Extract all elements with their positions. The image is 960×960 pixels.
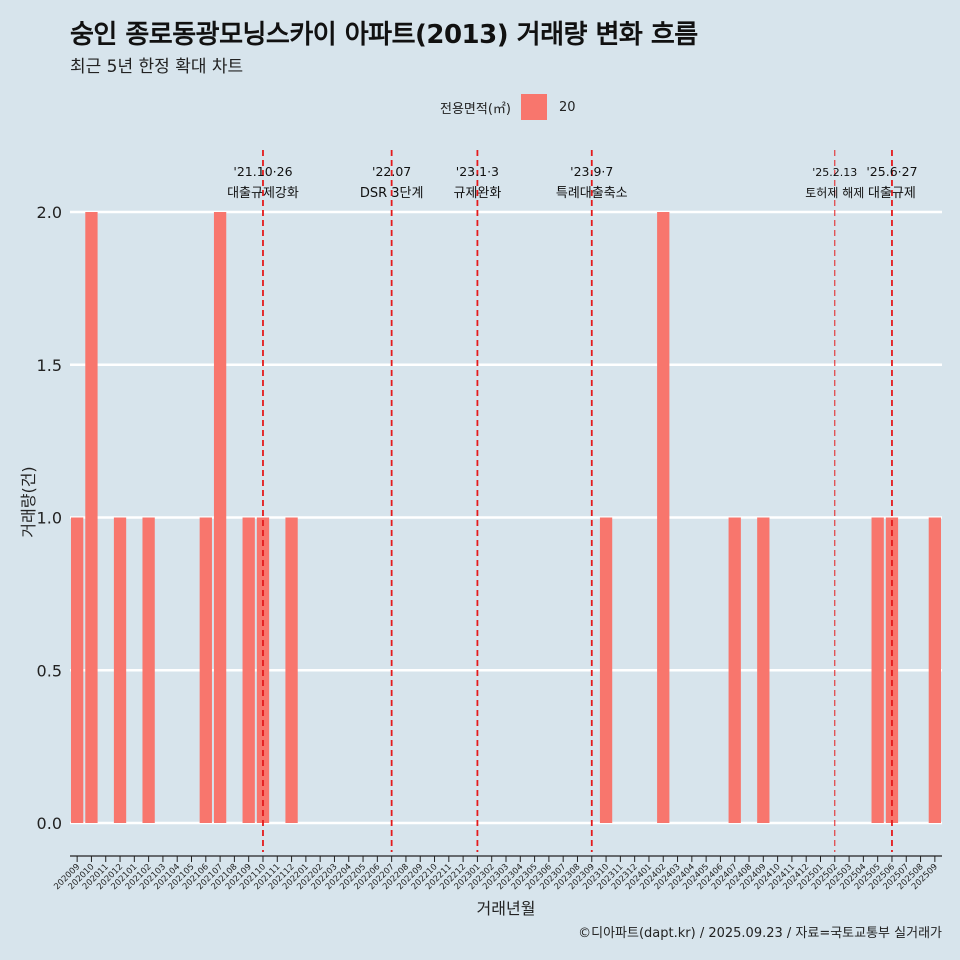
legend-label: 20 bbox=[558, 99, 576, 115]
event-date-label: '25.2.13 bbox=[812, 166, 857, 179]
bar bbox=[142, 517, 155, 823]
y-tick-label: 0.0 bbox=[37, 814, 62, 833]
bar bbox=[728, 517, 741, 823]
event-desc-label: DSR 3단계 bbox=[360, 186, 424, 201]
y-axis: 0.0 0.5 1.0 1.5 2.0 bbox=[37, 203, 62, 833]
y-axis-label: 거래량(건) bbox=[19, 466, 38, 537]
bar bbox=[871, 517, 884, 823]
x-axis: 2020092020102020112020122021012021022021… bbox=[52, 855, 942, 892]
legend: 전용면적(㎡) 20 bbox=[440, 94, 576, 120]
bar bbox=[113, 517, 127, 823]
bar bbox=[657, 212, 670, 823]
event-date-label: '25.6·27 bbox=[866, 164, 917, 179]
event-desc-label: 대출규제 bbox=[868, 186, 916, 201]
event-desc-label: 규제완화 bbox=[453, 186, 501, 201]
bar bbox=[213, 212, 227, 823]
y-tick-label: 0.5 bbox=[37, 661, 62, 680]
y-tick-label: 1.0 bbox=[37, 509, 62, 528]
event-desc-label: 특례대출축소 bbox=[556, 186, 628, 201]
event-date-label: '22.07 bbox=[372, 164, 411, 179]
bar bbox=[85, 212, 98, 823]
source-caption: ©디아파트(dapt.kr) / 2025.09.23 / 자료=국토교통부 실… bbox=[578, 926, 942, 941]
bar bbox=[242, 517, 255, 823]
chart-subtitle: 최근 5년 한정 확대 차트 bbox=[70, 57, 244, 77]
event-date-label: '23.1·3 bbox=[456, 164, 499, 179]
event-date-label: '21.10·26 bbox=[233, 164, 292, 179]
bar bbox=[285, 517, 298, 823]
bar bbox=[199, 517, 212, 823]
event-date-label: '23.9·7 bbox=[570, 164, 613, 179]
event-desc-label: 토허제 해제 bbox=[805, 186, 864, 200]
bar bbox=[599, 517, 613, 823]
y-tick-label: 1.5 bbox=[37, 356, 62, 375]
chart-title: 숭인 종로동광모닝스카이 아파트(2013) 거래량 변화 흐름 bbox=[70, 20, 698, 50]
y-tick-label: 2.0 bbox=[37, 203, 62, 222]
bars bbox=[71, 212, 941, 823]
event-desc-label: 대출규제강화 bbox=[227, 186, 299, 201]
legend-title: 전용면적(㎡) bbox=[440, 101, 511, 117]
event-lines: '21.10·26 대출규제강화 '22.07 DSR 3단계 '23.1·3 규제완화 '… bbox=[227, 150, 918, 852]
legend-swatch bbox=[520, 94, 547, 120]
x-axis-label: 거래년월 bbox=[477, 899, 536, 918]
bar bbox=[757, 517, 770, 823]
bar bbox=[71, 517, 84, 823]
bar bbox=[928, 517, 941, 823]
